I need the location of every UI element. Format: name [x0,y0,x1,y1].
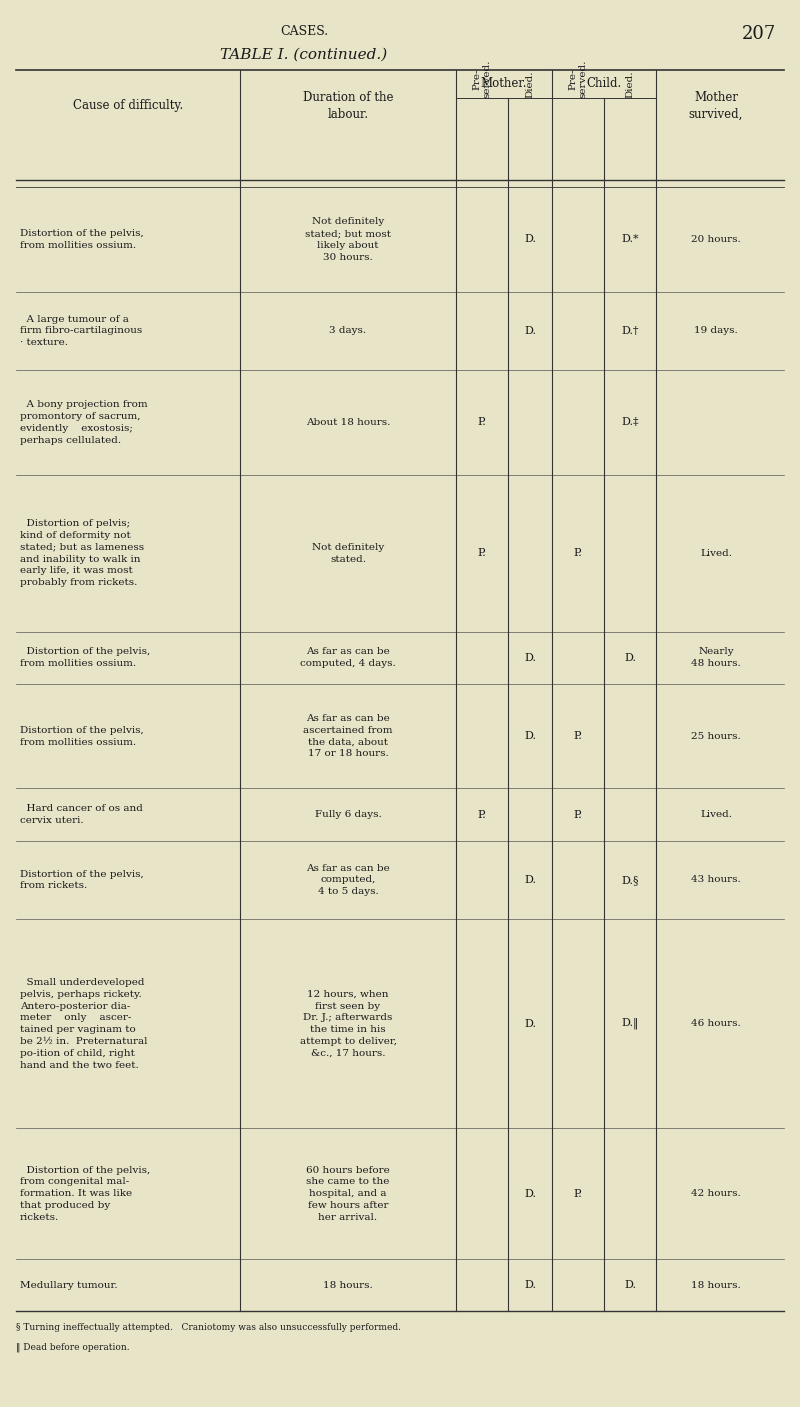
Text: 12 hours, when
first seen by
Dr. J.; afterwards
the time in his
attempt to deliv: 12 hours, when first seen by Dr. J.; aft… [299,989,397,1058]
Text: As far as can be
computed, 4 days.: As far as can be computed, 4 days. [300,647,396,668]
Text: Mother
survived,: Mother survived, [689,90,743,121]
Text: § Turning ineffectually attempted.   Craniotomy was also unsuccessfully performe: § Turning ineffectually attempted. Crani… [16,1323,401,1331]
Text: A large tumour of a
firm fibro-cartilaginous
· texture.: A large tumour of a firm fibro-cartilagi… [20,315,142,348]
Text: D.‖: D.‖ [622,1019,638,1030]
Text: Nearly
48 hours.: Nearly 48 hours. [691,647,741,668]
Text: D.: D. [524,235,536,245]
Text: TABLE I. (continued.): TABLE I. (continued.) [220,48,388,62]
Text: D.: D. [624,1280,636,1290]
Text: 3 days.: 3 days. [330,326,366,335]
Text: Small underdeveloped
pelvis, perhaps rickety.
Antero-posterior dia-
meter    onl: Small underdeveloped pelvis, perhaps ric… [20,978,147,1069]
Text: Duration of the
labour.: Duration of the labour. [302,90,394,121]
Text: D.‡: D.‡ [621,418,639,428]
Text: P.: P. [478,418,486,428]
Text: D.*: D.* [621,235,639,245]
Text: Lived.: Lived. [700,810,732,819]
Text: Fully 6 days.: Fully 6 days. [314,810,382,819]
Text: 20 hours.: 20 hours. [691,235,741,243]
Text: Died.: Died. [626,70,634,98]
Text: CASES.: CASES. [280,25,328,38]
Text: P.: P. [574,809,582,820]
Text: As far as can be
computed,
4 to 5 days.: As far as can be computed, 4 to 5 days. [306,864,390,896]
Text: P.: P. [574,549,582,559]
Text: Hard cancer of os and
cervix uteri.: Hard cancer of os and cervix uteri. [20,805,143,825]
Text: Distortion of the pelvis,
from congenital mal-
formation. It was like
that produ: Distortion of the pelvis, from congenita… [20,1165,150,1221]
Text: P.: P. [478,809,486,820]
Text: Lived.: Lived. [700,549,732,557]
Text: Not definitely
stated; but most
likely about
30 hours.: Not definitely stated; but most likely a… [305,217,391,262]
Text: Distortion of the pelvis,
from rickets.: Distortion of the pelvis, from rickets. [20,870,144,891]
Text: Distortion of the pelvis,
from mollities ossium.: Distortion of the pelvis, from mollities… [20,647,150,668]
Text: D.: D. [524,732,536,741]
Text: 43 hours.: 43 hours. [691,875,741,885]
Text: About 18 hours.: About 18 hours. [306,418,390,426]
Text: 42 hours.: 42 hours. [691,1189,741,1199]
Text: 18 hours.: 18 hours. [323,1280,373,1290]
Text: D.: D. [524,1189,536,1199]
Text: P.: P. [574,732,582,741]
Text: As far as can be
ascertained from
the data, about
17 or 18 hours.: As far as can be ascertained from the da… [303,713,393,758]
Text: ‖ Dead before operation.: ‖ Dead before operation. [16,1342,130,1352]
Text: 46 hours.: 46 hours. [691,1019,741,1029]
Text: A bony projection from
promontory of sacrum,
evidently    exostosis;
perhaps cel: A bony projection from promontory of sac… [20,400,148,445]
Text: D.†: D.† [622,326,638,336]
Text: D.: D. [524,653,536,663]
Text: D.: D. [624,653,636,663]
Text: Died.: Died. [526,70,534,98]
Text: P.: P. [478,549,486,559]
Text: 25 hours.: 25 hours. [691,732,741,740]
Text: D.: D. [524,326,536,336]
Text: D.: D. [524,875,536,885]
Text: Distortion of the pelvis,
from mollities ossium.: Distortion of the pelvis, from mollities… [20,229,144,250]
Text: Not definitely
stated.: Not definitely stated. [312,543,384,564]
Text: D.§: D.§ [622,875,638,885]
Text: Cause of difficulty.: Cause of difficulty. [73,98,183,113]
Text: D.: D. [524,1280,536,1290]
Text: 19 days.: 19 days. [694,326,738,335]
Text: 60 hours before
she came to the
hospital, and a
few hours after
her arrival.: 60 hours before she came to the hospital… [306,1165,390,1221]
Text: P.: P. [574,1189,582,1199]
Text: Medullary tumour.: Medullary tumour. [20,1280,118,1290]
Text: Pre-
served.: Pre- served. [568,61,588,98]
Text: Pre-
served.: Pre- served. [472,61,492,98]
Text: 18 hours.: 18 hours. [691,1280,741,1290]
Text: Distortion of the pelvis,
from mollities ossium.: Distortion of the pelvis, from mollities… [20,726,144,747]
Text: 207: 207 [742,25,776,44]
Text: Distortion of pelvis;
kind of deformity not
stated; but as lameness
and inabilit: Distortion of pelvis; kind of deformity … [20,519,144,587]
Text: D.: D. [524,1019,536,1029]
Text: Child.: Child. [586,77,622,90]
Text: Mother.: Mother. [481,77,527,90]
